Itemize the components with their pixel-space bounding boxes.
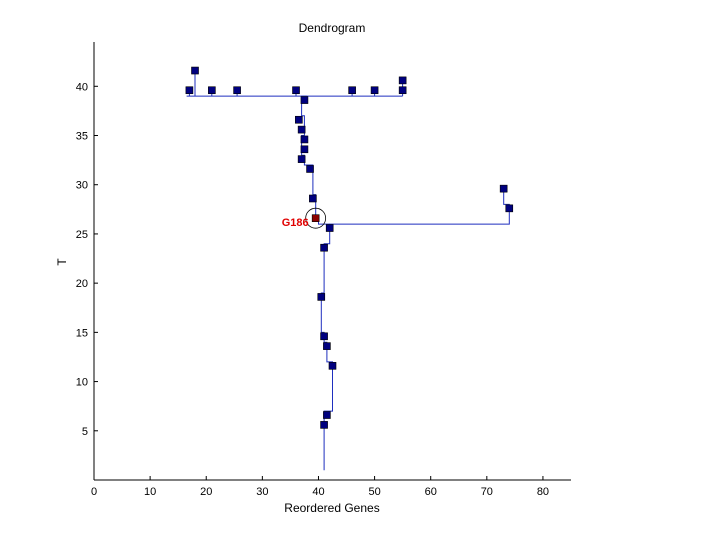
dendrogram-branch: [320, 187, 510, 471]
gene-marker: [320, 332, 328, 341]
highlight-marker: [311, 214, 320, 222]
gene-marker: [370, 86, 379, 95]
gene-marker: [398, 76, 407, 85]
y-tick-label: 35: [76, 131, 88, 143]
y-axis-ticks: 5 10 15 20 25 30 35 40: [76, 81, 98, 438]
x-tick-label: 60: [425, 486, 437, 498]
plot-area: G186: [185, 66, 514, 471]
gene-marker: [297, 125, 306, 134]
gene-marker: [320, 421, 328, 429]
gene-marker: [309, 194, 317, 203]
y-tick-label: 10: [76, 377, 88, 389]
x-tick-label: 30: [256, 486, 268, 498]
x-axis-title: Reordered Genes: [284, 501, 379, 515]
x-tick-label: 40: [312, 486, 324, 498]
gene-marker: [300, 145, 309, 154]
gene-marker: [323, 411, 331, 419]
y-tick-label: 15: [76, 327, 88, 339]
gene-marker: [398, 86, 407, 95]
y-tick-label: 5: [82, 426, 88, 438]
y-tick-label: 25: [76, 229, 88, 241]
gene-marker: [328, 362, 337, 370]
x-tick-label: 70: [481, 486, 493, 498]
y-axis-title: T: [55, 258, 69, 266]
dendrogram-branch: [301, 95, 330, 225]
x-tick-label: 20: [200, 486, 212, 498]
gene-marker: [300, 135, 309, 144]
gene-marker: [233, 86, 241, 95]
gene-marker: [292, 86, 300, 95]
gene-marker: [499, 184, 508, 193]
highlight-circle: [305, 207, 327, 229]
gene-marker: [208, 86, 216, 95]
x-tick-label: 10: [144, 486, 156, 498]
chart-title: Dendrogram: [299, 21, 366, 35]
x-tick-label: 80: [537, 486, 549, 498]
x-tick-label: 50: [368, 486, 380, 498]
gene-marker: [348, 86, 356, 95]
y-tick-label: 40: [76, 81, 88, 93]
gene-marker: [297, 155, 306, 163]
gene-marker: [323, 342, 331, 350]
gene-marker: [317, 293, 326, 301]
x-axis-ticks: 0 10 20 30 40 50 60 70 80: [91, 476, 549, 498]
x-tick-label: 0: [91, 486, 97, 498]
y-tick-label: 30: [76, 180, 88, 192]
gene-marker: [191, 66, 199, 75]
gene-marker: [295, 115, 303, 124]
y-tick-label: 20: [76, 278, 88, 290]
gene-marker: [185, 86, 194, 95]
gene-marker: [306, 165, 314, 173]
gene-marker: [300, 96, 309, 104]
gene-marker: [325, 224, 334, 232]
gene-marker: [505, 204, 514, 213]
gene-marker: [320, 243, 328, 252]
highlight-label: G186: [282, 217, 309, 229]
